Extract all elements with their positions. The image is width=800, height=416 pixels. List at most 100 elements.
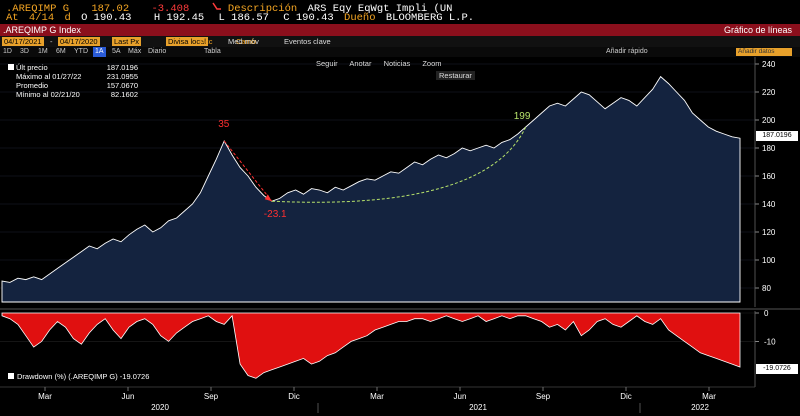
drawdown-axis: 0 -10 [754,309,776,387]
y-tick-label: 180 [762,144,776,153]
eventos-button[interactable]: Eventos clave [284,37,331,46]
close-value: C 190.43 [283,12,334,24]
time-axis: Mar Jun Sep Dic Mar Jun Sep Dic Mar 2020 2021 2022 [38,387,716,413]
anotar-button[interactable]: Anotar [349,59,372,68]
recovery-curve [271,126,527,203]
security-title-bar: .AREQIMP G Index Gráfico de líneas [0,24,800,36]
last-price: 187.02 [91,3,130,15]
start-date-field[interactable]: 04/17/2021 [2,37,44,46]
last-price-tag: 187.0196 [756,131,798,141]
y-tick-label: 160 [762,172,776,181]
recovery-label: 199 [514,111,531,122]
legend-last-label: Últ precio [16,63,48,72]
price-change: -3.408 [151,3,190,15]
quote-date: 4/14 [28,12,55,24]
trend-down-icon [211,2,221,10]
currency-field[interactable]: Divisa local [166,37,208,46]
x-tick-label: Sep [204,392,219,401]
price-axis: 80 100 120 140 160 180 200 220 240 [754,57,776,307]
y-tick-label: -10 [764,337,776,346]
y-tick-label: 0 [764,309,769,318]
x-tick-label: Jun [122,392,135,401]
description-label: Descripción [227,3,298,15]
legend-max-label: Máximo al 01/27/22 [16,72,82,81]
legend-avg-value: 157.0670 [106,81,138,90]
ticker-label[interactable]: .AREQIMP G [6,3,70,15]
x-tick-label: Jun [454,392,467,401]
drawdown-legend-label: Drawdown (%) (.AREQIMP G) -19.0726 [17,372,150,381]
range-1a[interactable]: 1A [93,47,106,57]
zoom-button[interactable]: Zoom [422,59,442,68]
x-tick-label: Mar [370,392,384,401]
legend-last-value: 187.0196 [106,63,138,72]
drawdown-arrow [223,140,273,202]
y-tick-label: 240 [762,60,776,69]
tabla-button[interactable]: Tabla [204,48,221,55]
x-tick-label: Mar [702,392,716,401]
end-date-field[interactable]: 04/17/2020 [58,37,100,46]
x-tick-label: Sep [536,392,551,401]
acc-button[interactable]: Acc [200,37,213,46]
camb-button[interactable]: Camb [236,37,257,46]
restaurar-button[interactable]: Restaurar [436,71,475,80]
noticias-button[interactable]: Noticias [383,59,411,68]
open-label: d [64,12,71,24]
legend-avg: Promedio 157.0670 [8,81,138,90]
price-legend: Últ precio 187.0196 Máximo al 01/27/22 231… [8,63,138,99]
legend-max: Máximo al 01/27/22 231.0955 [8,72,138,81]
legend-max-value: 231.0955 [106,72,138,81]
y-tick-label: 200 [762,116,776,125]
range-toolbar: 1D 3D 1M 6M YTD 1A 5A Máx Diario Tabla A… [0,47,800,57]
quote-header: .AREQIMP G 187.02 -3.408 Descripción ARS… [0,0,800,24]
date-toolbar: 04/17/2021 - 04/17/2020 Last Px Divisa l… [0,36,800,47]
date-separator: - [50,37,53,46]
year-label: 2021 [469,403,487,412]
med-mov-button[interactable]: Med móv [228,37,259,46]
range-max[interactable]: Máx [128,48,142,55]
open-value: O 190.43 [81,12,132,24]
year-label: 2022 [691,403,709,412]
add-data-input[interactable]: Añadir datos [736,48,792,56]
at-label: At [6,12,19,24]
x-tick-label: Dic [288,392,300,401]
arrowhead-icon [264,194,272,202]
legend-min-label: Mínimo al 02/21/20 [16,90,80,99]
year-label: 2020 [151,403,169,412]
range-5a[interactable]: 5A [112,48,121,55]
y-tick-label: 220 [762,88,776,97]
description-value: ARS Eqy EqWgt Impli (UN [307,3,453,15]
y-tick-label: 80 [762,284,771,293]
range-6m[interactable]: 6M [56,48,66,55]
drawdown-last-tag: -19.0726 [756,364,798,374]
security-ticker[interactable]: .AREQIMP G Index [3,25,81,35]
owner-value: BLOOMBERG L.P. [385,12,475,24]
legend-min-value: 82.1602 [110,90,138,99]
x-tick-label: Mar [38,392,52,401]
y-tick-label: 120 [762,228,776,237]
frequency-select[interactable]: Diario [148,48,167,55]
quote-row-2: At 4/14 d O 190.43 H 192.45 L 186.57 C 1… [6,12,474,24]
owner-label: Dueño [344,12,376,24]
legend-last[interactable]: Últ precio 187.0196 [8,63,138,72]
y-tick-label: 140 [762,200,776,209]
range-1m[interactable]: 1M [38,48,48,55]
legend-swatch [8,64,14,70]
price-field[interactable]: Last Px [112,37,142,46]
range-3d[interactable]: 3D [20,48,29,55]
x-tick-label: Dic [620,392,632,401]
legend-min: Mínimo al 02/21/20 82.1602 [8,90,138,99]
range-1d[interactable]: 1D [3,48,12,55]
drawdown-legend[interactable]: Drawdown (%) (.AREQIMP G) -19.0726 [8,372,149,381]
price-area-series [1,75,741,303]
legend-avg-label: Promedio [16,81,49,90]
drawdown-area-series [1,312,741,379]
seguir-button[interactable]: Seguir [316,59,338,68]
high-value: H 192.45 [153,12,205,24]
quick-add-button[interactable]: Añadir rápido [606,48,648,55]
range-ytd[interactable]: YTD [74,48,88,55]
legend-swatch [8,373,14,379]
trough-label: -23.1 [264,209,287,220]
y-tick-label: 100 [762,256,776,265]
chart-type-label[interactable]: Gráfico de líneas [723,25,792,35]
